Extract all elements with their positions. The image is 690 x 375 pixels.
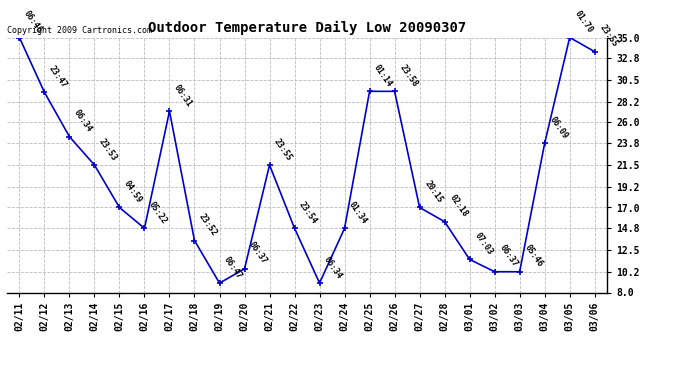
Text: 23:52: 23:52 <box>197 212 219 238</box>
Text: 06:47: 06:47 <box>222 255 244 280</box>
Text: 06:46: 06:46 <box>22 9 44 35</box>
Text: 01:70: 01:70 <box>573 9 594 35</box>
Text: 06:37: 06:37 <box>247 240 269 266</box>
Text: 01:34: 01:34 <box>347 200 369 225</box>
Text: 04:59: 04:59 <box>122 179 144 205</box>
Text: 23:55: 23:55 <box>598 23 619 49</box>
Text: 01:14: 01:14 <box>373 63 394 88</box>
Text: 23:58: 23:58 <box>397 63 419 88</box>
Text: 02:18: 02:18 <box>447 193 469 219</box>
Text: 23:55: 23:55 <box>273 136 294 162</box>
Text: 05:22: 05:22 <box>147 200 169 225</box>
Text: 20:15: 20:15 <box>422 179 444 205</box>
Title: Outdoor Temperature Daily Low 20090307: Outdoor Temperature Daily Low 20090307 <box>148 21 466 35</box>
Text: 23:47: 23:47 <box>47 64 69 90</box>
Text: 23:54: 23:54 <box>297 200 319 225</box>
Text: 06:34: 06:34 <box>72 108 94 134</box>
Text: 05:46: 05:46 <box>522 243 544 269</box>
Text: 06:31: 06:31 <box>172 83 194 108</box>
Text: Copyright 2009 Cartronics.com: Copyright 2009 Cartronics.com <box>7 26 152 35</box>
Text: 06:34: 06:34 <box>322 255 344 280</box>
Text: 06:09: 06:09 <box>547 115 569 141</box>
Text: 23:53: 23:53 <box>97 136 119 162</box>
Text: 07:03: 07:03 <box>473 231 494 256</box>
Text: 06:37: 06:37 <box>497 243 519 269</box>
